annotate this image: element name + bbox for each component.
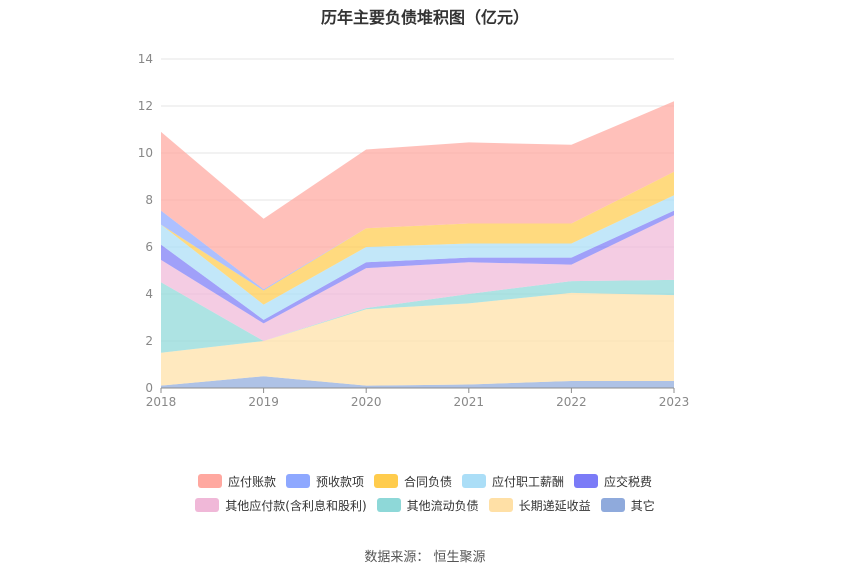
- legend-swatch: [574, 474, 599, 488]
- legend-swatch: [373, 474, 398, 488]
- area-series: [161, 215, 674, 341]
- area-series: [161, 171, 674, 305]
- legend-swatch: [285, 474, 310, 488]
- area-series: [161, 195, 674, 320]
- chart-legend: 应付账款 预收款项 合同负债 应付职工薪酬 应交税费 其他应付款(含利息和股利) 其他流动…: [0, 472, 850, 520]
- area-series: [161, 376, 674, 388]
- x-tick-label: 2022: [556, 395, 587, 409]
- legend-item[interactable]: 预收款项: [285, 472, 364, 490]
- y-tick-label: 10: [138, 146, 153, 160]
- y-tick-label: 8: [145, 193, 153, 207]
- legend-label: 其他流动负债: [406, 498, 479, 513]
- legend-item[interactable]: 应付账款: [197, 472, 276, 490]
- legend-label: 预收款项: [315, 474, 364, 489]
- legend-swatch: [462, 474, 486, 488]
- legend-label: 合同负债: [403, 474, 452, 489]
- legend-label: 其它: [630, 498, 655, 513]
- x-tick-label: 2020: [351, 395, 382, 409]
- legend-swatch: [600, 498, 625, 512]
- chart-title: 历年主要负债堆积图（亿元）: [320, 8, 529, 27]
- y-tick-label: 4: [145, 287, 153, 301]
- legend-label: 长期递延收益: [518, 498, 591, 513]
- legend-swatch: [197, 474, 222, 488]
- area-series: [161, 279, 674, 353]
- legend-swatch: [376, 498, 401, 512]
- legend-swatch: [488, 498, 513, 512]
- y-tick-label: 12: [138, 99, 153, 113]
- legend-label: 应付职工薪酬: [492, 474, 565, 489]
- data-source-note: 数据来源： 恒生聚源: [364, 550, 486, 565]
- x-tick-label: 2023: [659, 395, 690, 409]
- legend-item[interactable]: 其他流动负债: [376, 496, 479, 514]
- legend-item[interactable]: 其他应付款(含利息和股利): [195, 496, 367, 514]
- legend-label: 其他应付款(含利息和股利): [225, 498, 367, 513]
- y-tick-label: 6: [145, 240, 153, 254]
- area-series: [161, 292, 674, 386]
- legend-row: 应付账款 预收款项 合同负债 应付职工薪酬 应交税费: [0, 472, 850, 490]
- y-tick-label: 0: [145, 381, 153, 395]
- area-series: [161, 101, 674, 290]
- legend-swatch: [195, 498, 220, 512]
- y-tick-label: 2: [145, 334, 153, 348]
- legend-label: 应交税费: [604, 474, 653, 489]
- legend-item[interactable]: 长期递延收益: [488, 496, 591, 514]
- x-tick-label: 2019: [248, 395, 279, 409]
- legend-item[interactable]: 其它: [600, 496, 655, 514]
- legend-label: 应付账款: [227, 474, 276, 489]
- legend-item[interactable]: 应付职工薪酬: [462, 472, 564, 490]
- y-tick-label: 14: [138, 52, 153, 66]
- legend-item[interactable]: 合同负债: [373, 472, 452, 490]
- x-tick-label: 2021: [454, 395, 485, 409]
- stacked-area-chart: 0 2 4 6 8 10 12 14 2018 2019 2020 2021 2022 2023: [138, 52, 690, 409]
- x-tick-label: 2018: [146, 395, 177, 409]
- legend-row: 其他应付款(含利息和股利) 其他流动负债 长期递延收益 其它: [0, 496, 850, 514]
- legend-item[interactable]: 应交税费: [574, 472, 652, 490]
